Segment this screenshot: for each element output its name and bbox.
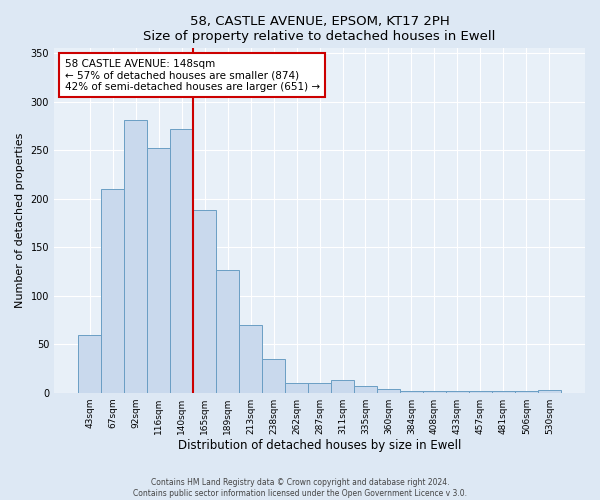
X-axis label: Distribution of detached houses by size in Ewell: Distribution of detached houses by size … <box>178 440 461 452</box>
Bar <box>446 391 469 392</box>
Bar <box>147 148 170 392</box>
Bar <box>193 210 216 392</box>
Bar <box>239 325 262 392</box>
Bar <box>538 390 561 392</box>
Bar <box>285 383 308 392</box>
Bar <box>308 383 331 392</box>
Bar <box>354 386 377 392</box>
Bar <box>216 270 239 392</box>
Text: Contains HM Land Registry data © Crown copyright and database right 2024.
Contai: Contains HM Land Registry data © Crown c… <box>133 478 467 498</box>
Y-axis label: Number of detached properties: Number of detached properties <box>15 133 25 308</box>
Text: 58 CASTLE AVENUE: 148sqm
← 57% of detached houses are smaller (874)
42% of semi-: 58 CASTLE AVENUE: 148sqm ← 57% of detach… <box>65 58 320 92</box>
Bar <box>400 391 423 392</box>
Bar <box>469 391 492 392</box>
Bar <box>124 120 147 392</box>
Bar <box>492 391 515 392</box>
Bar <box>515 391 538 392</box>
Bar <box>423 391 446 392</box>
Title: 58, CASTLE AVENUE, EPSOM, KT17 2PH
Size of property relative to detached houses : 58, CASTLE AVENUE, EPSOM, KT17 2PH Size … <box>143 15 496 43</box>
Bar <box>101 189 124 392</box>
Bar <box>170 129 193 392</box>
Bar <box>78 334 101 392</box>
Bar <box>331 380 354 392</box>
Bar <box>262 359 285 392</box>
Bar <box>377 389 400 392</box>
